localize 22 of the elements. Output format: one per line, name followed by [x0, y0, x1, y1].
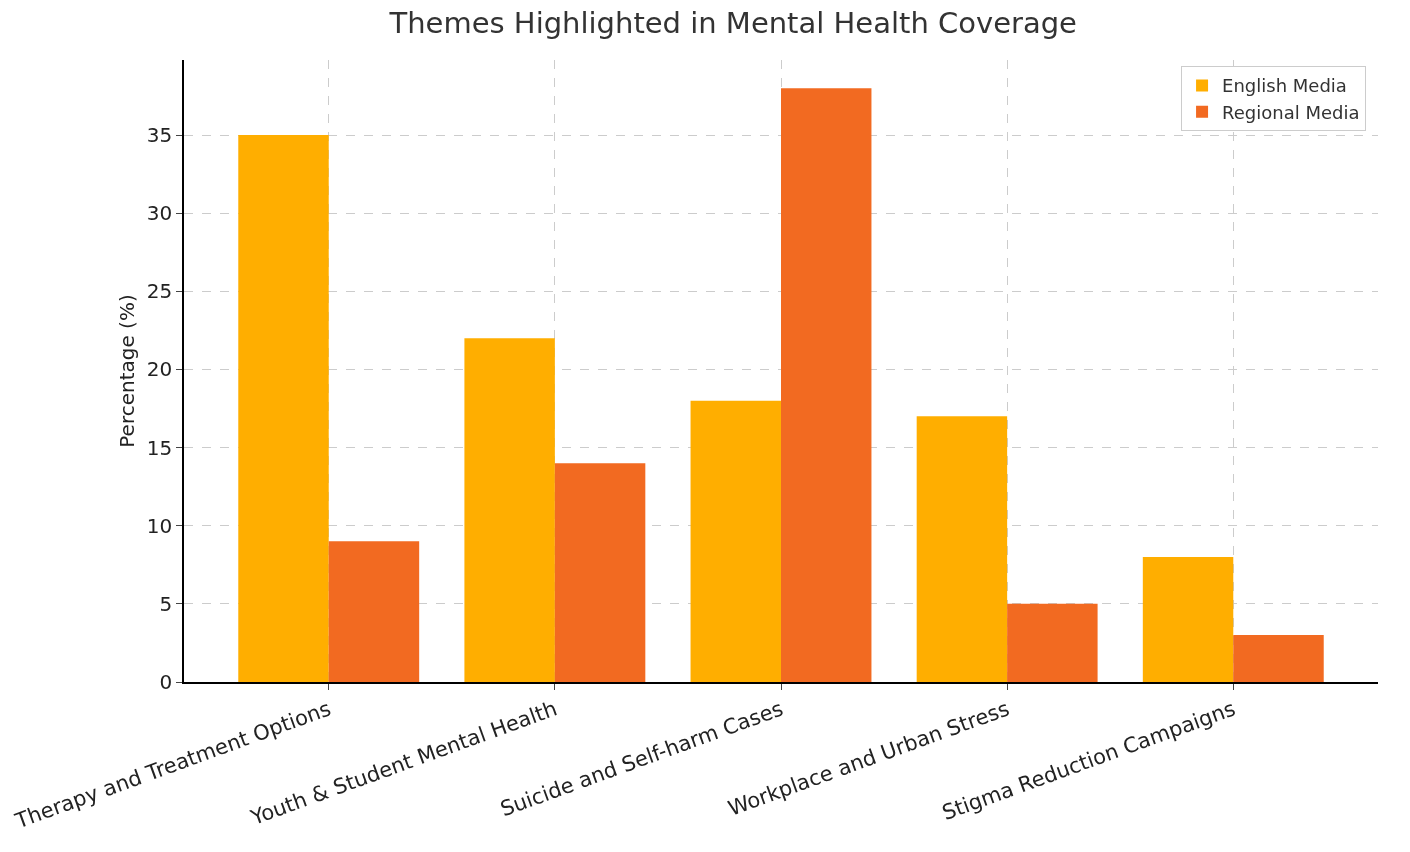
y-tick-label: 0	[159, 670, 173, 694]
legend-label: Regional Media	[1222, 101, 1360, 123]
bar	[1007, 603, 1098, 682]
bar	[554, 463, 646, 682]
chart-title: Themes Highlighted in Mental Health Coverage	[388, 6, 1077, 41]
bar	[1142, 556, 1234, 682]
y-tick-label: 15	[146, 435, 173, 460]
bar	[464, 338, 555, 682]
y-tick-label: 35	[146, 123, 173, 148]
y-tick-label: 30	[146, 201, 173, 226]
y-tick-label: 20	[146, 357, 173, 382]
bar	[238, 135, 329, 682]
y-axis-title: Percentage (%)	[114, 294, 139, 448]
legend-label: English Media	[1222, 75, 1347, 97]
bar	[1233, 635, 1324, 682]
bar	[328, 541, 420, 682]
bar	[916, 416, 1008, 682]
bar	[781, 88, 872, 682]
y-tick-label: 25	[146, 279, 173, 304]
bar	[690, 400, 781, 682]
y-tick-label: 10	[146, 513, 173, 538]
y-tick-label: 5	[159, 591, 173, 616]
